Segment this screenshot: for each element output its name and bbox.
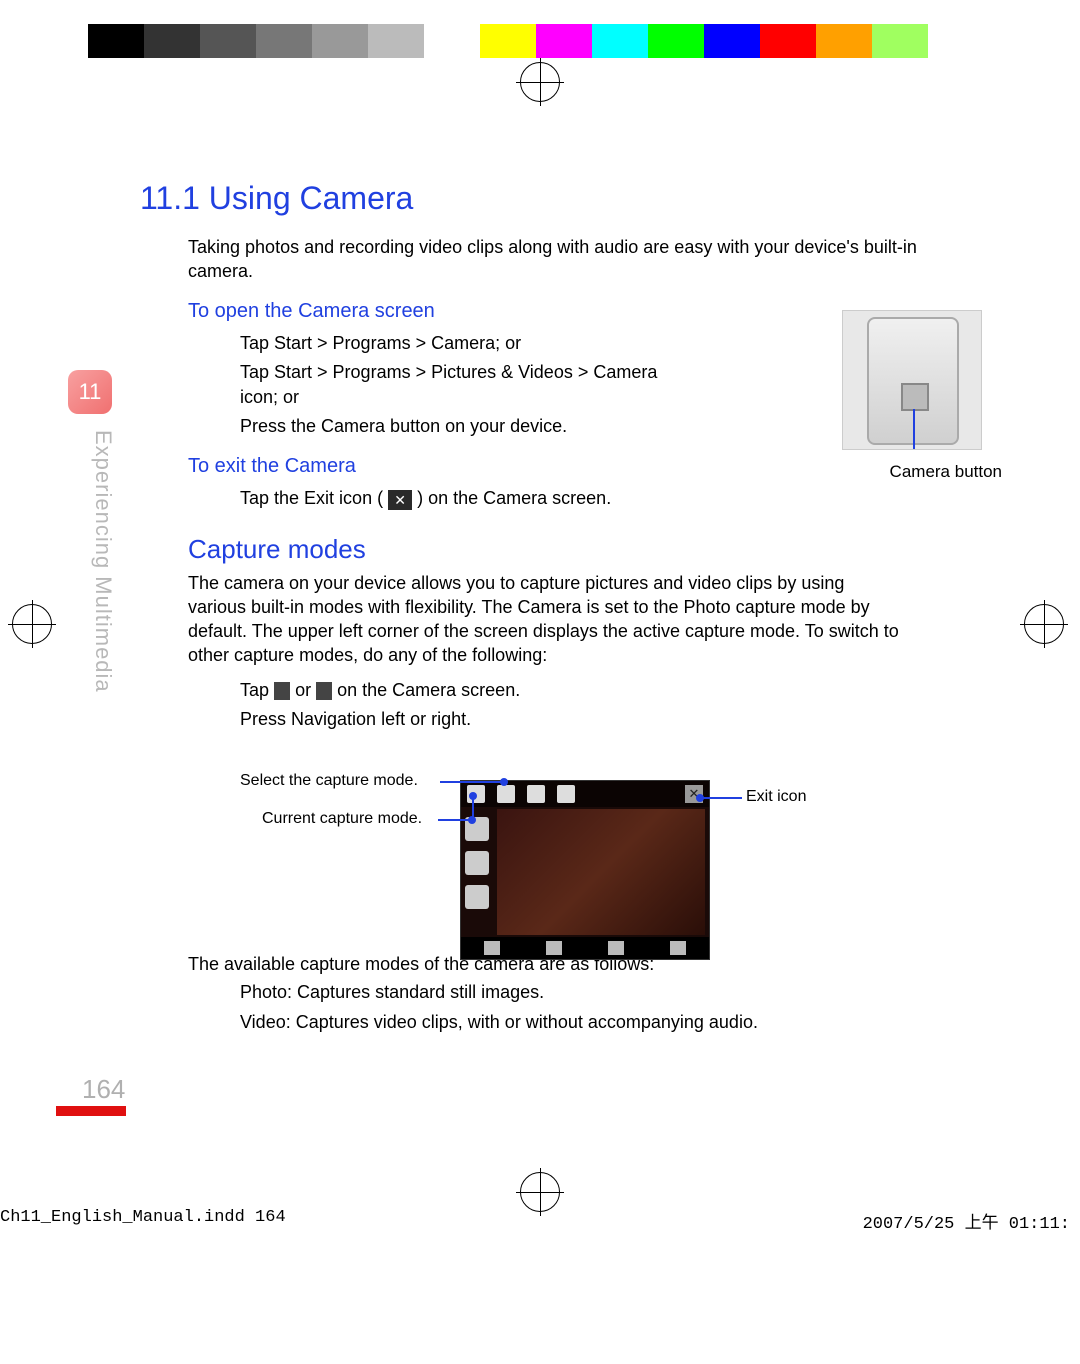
printer-color-bar (88, 24, 984, 58)
slug-file: Ch11_English_Manual.indd 164 (0, 1208, 286, 1234)
right-arrow-icon (316, 682, 332, 700)
open-step-2: Tap Start > Programs > Pictures & Videos… (240, 360, 670, 410)
registration-mark (516, 58, 564, 106)
switch-mode-tap: Tap or on the Camera screen. (240, 678, 950, 703)
exit-step: Tap the Exit icon ( ✕ ) on the Camera sc… (240, 486, 950, 511)
open-step-3: Press the Camera button on your device. (240, 414, 670, 439)
capture-modes-heading: Capture modes (188, 534, 950, 565)
side-chapter-label: Experiencing Multimedia (90, 430, 116, 693)
intro-paragraph: Taking photos and recording video clips … (188, 235, 950, 284)
registration-mark (8, 600, 56, 648)
camera-screenshot: ✕ (460, 780, 710, 960)
device-illustration (842, 310, 982, 450)
exit-text-post: ) on the Camera screen. (417, 488, 611, 508)
exit-text-pre: Tap the Exit icon ( (240, 488, 383, 508)
slug-timestamp: 2007/5/25 上午 01:11: (863, 1208, 1070, 1234)
left-arrow-icon (274, 682, 290, 700)
chapter-tab: 11 (68, 370, 112, 414)
exit-icon: ✕ (388, 490, 412, 510)
section-heading: 11.1 Using Camera (140, 180, 950, 217)
callout-exit-icon: Exit icon (746, 788, 806, 806)
registration-mark (1020, 600, 1068, 648)
mode-video: Video: Captures video clips, with or wit… (240, 1010, 950, 1035)
open-step-1: Tap Start > Programs > Camera; or (240, 331, 670, 356)
open-camera-heading: To open the Camera screen (188, 300, 950, 323)
exit-camera-heading: To exit the Camera (188, 455, 950, 478)
camera-button-callout: Camera button (890, 462, 1002, 482)
page-number: 164 (82, 1074, 125, 1105)
print-slug: Ch11_English_Manual.indd 164 2007/5/25 上… (0, 1208, 1070, 1234)
mode-photo: Photo: Captures standard still images. (240, 980, 950, 1005)
switch-mode-nav: Press Navigation left or right. (240, 707, 950, 732)
callout-select-mode: Select the capture mode. (240, 772, 418, 790)
capture-modes-paragraph: The camera on your device allows you to … (188, 571, 902, 668)
page-accent-bar (56, 1106, 126, 1116)
callout-current-mode: Current capture mode. (262, 810, 422, 828)
